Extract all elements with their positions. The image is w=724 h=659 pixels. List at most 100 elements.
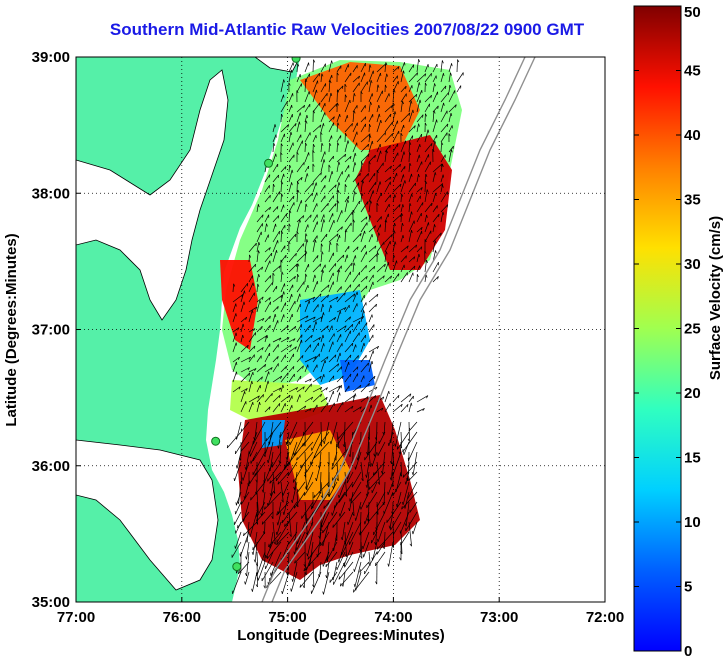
velocity-arrow-head (394, 194, 396, 198)
velocity-arrow-head (309, 325, 311, 329)
velocity-arrow (304, 334, 313, 343)
velocity-arrow (400, 112, 411, 123)
velocity-arrow (353, 571, 370, 593)
velocity-arrow-head (337, 89, 340, 93)
velocity-arrow (352, 93, 355, 103)
velocity-arrow-head (374, 155, 376, 159)
velocity-arrow (304, 324, 311, 333)
velocity-arrow (311, 491, 322, 510)
velocity-arrow-head (336, 102, 339, 106)
velocity-arrow (272, 521, 276, 545)
velocity-arrow (432, 75, 437, 83)
velocity-arrow (328, 325, 333, 333)
velocity-arrow (264, 301, 271, 313)
velocity-arrow-head (455, 104, 457, 108)
velocity-arrow (296, 200, 302, 213)
velocity-arrow (272, 314, 276, 323)
velocity-arrow-head (404, 180, 406, 184)
velocity-arrow (368, 551, 371, 566)
velocity-arrow (408, 265, 416, 273)
velocity-arrow (302, 521, 314, 545)
velocity-arrow-head (244, 581, 246, 585)
velocity-arrow-head (430, 95, 432, 99)
velocity-arrow (240, 301, 245, 313)
velocity-arrow (400, 93, 407, 103)
velocity-arrow (368, 350, 374, 363)
velocity-arrow-head (311, 505, 314, 509)
velocity-arrow (400, 531, 403, 555)
velocity-arrow (248, 401, 254, 413)
velocity-arrow (336, 210, 343, 223)
velocity-arrow (256, 242, 260, 253)
velocity-arrow (368, 253, 378, 263)
velocity-arrow (286, 421, 298, 446)
velocity-arrows (226, 59, 464, 595)
velocity-arrow (360, 81, 368, 93)
velocity-arrow (368, 303, 377, 313)
velocity-arrow (299, 571, 314, 588)
velocity-arrow (336, 461, 339, 481)
velocity-arrow-head (363, 521, 366, 525)
velocity-arrow-head (366, 396, 369, 400)
velocity-arrow (344, 323, 354, 333)
velocity-arrow (408, 152, 410, 163)
velocity-arrow-head (245, 556, 247, 560)
velocity-arrow (440, 204, 449, 213)
velocity-arrow (344, 174, 350, 183)
velocity-arrow (336, 161, 340, 173)
velocity-arrow (240, 421, 250, 432)
velocity-arrow (294, 541, 298, 555)
velocity-arrow (238, 561, 250, 575)
velocity-arrow-head (266, 223, 268, 227)
velocity-arrow-head (341, 85, 344, 89)
velocity-arrow-head (348, 454, 351, 458)
velocity-arrow-head (436, 119, 438, 123)
velocity-arrow-head (277, 306, 279, 310)
velocity-arrow (323, 571, 330, 595)
velocity-arrow (373, 511, 386, 536)
velocity-arrow (344, 395, 355, 403)
velocity-arrow-head (415, 94, 418, 98)
velocity-arrow-head (278, 403, 281, 407)
velocity-arrow (352, 172, 361, 183)
velocity-arrow-head (424, 73, 427, 77)
velocity-arrow (280, 79, 285, 93)
velocity-arrow (336, 431, 346, 448)
velocity-arrow (440, 142, 442, 153)
velocity-arrow-head (393, 254, 396, 258)
velocity-arrow-head (281, 271, 284, 275)
velocity-arrow-head (245, 573, 247, 577)
velocity-arrow (376, 263, 386, 273)
velocity-arrow-head (457, 59, 460, 63)
velocity-arrow (264, 392, 273, 403)
velocity-arrow (400, 255, 407, 263)
velocity-arrow-head (398, 204, 401, 208)
velocity-arrow-head (359, 548, 362, 552)
velocity-arrow (392, 111, 396, 123)
velocity-arrow (272, 240, 279, 253)
velocity-arrow-head (226, 445, 229, 449)
velocity-arrow-head (336, 233, 339, 237)
velocity-arrow-head (285, 366, 287, 370)
velocity-arrow-head (443, 102, 445, 106)
velocity-arrow (376, 192, 382, 203)
velocity-arrow (360, 285, 368, 293)
velocity-arrow-head (286, 325, 289, 329)
velocity-arrow (256, 561, 258, 588)
colorbar-tick-label: 50 (684, 4, 701, 21)
velocity-arrow (344, 385, 350, 393)
velocity-arrow-head (352, 219, 356, 223)
velocity-arrow (320, 219, 325, 233)
velocity-arrow (312, 321, 317, 333)
velocity-arrow-head (253, 345, 256, 349)
velocity-arrow-head (304, 405, 307, 409)
velocity-arrow (310, 441, 322, 465)
velocity-arrow-head (420, 246, 423, 250)
velocity-arrow (302, 431, 314, 447)
velocity-arrow-head (402, 235, 404, 239)
velocity-arrow (352, 366, 359, 373)
velocity-arrow (288, 142, 294, 153)
velocity-arrow (328, 375, 335, 383)
velocity-arrow-head (283, 79, 285, 83)
